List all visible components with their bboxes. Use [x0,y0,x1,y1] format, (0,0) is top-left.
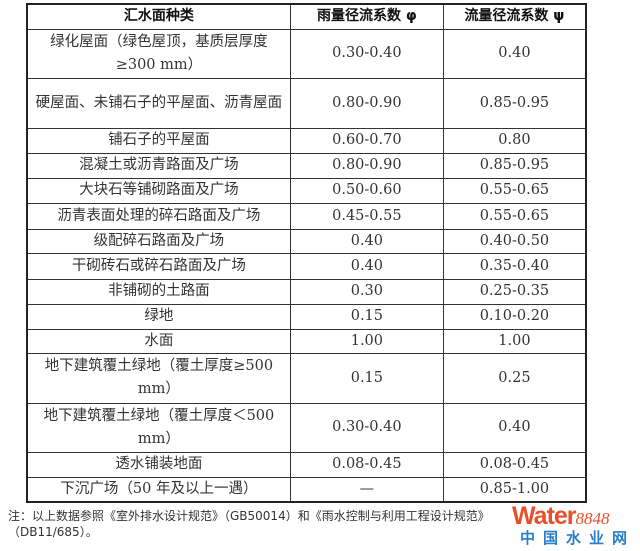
surface-type-cell: 绿地 [26,303,291,330]
table-row: 绿化屋面（绿色屋顶，基质层厚度≥300 mm） 0.30-0.40 0.40 [26,28,587,79]
table-row: 大块石等铺砌路面及广场 0.50-0.60 0.55-0.65 [26,177,587,204]
runoff-coefficient-table: 汇水面种类 雨量径流系数 φ 流量径流系数 ψ 绿化屋面（绿色屋顶，基质层厚度≥… [26,3,587,503]
surface-type-cell: 硬屋面、未铺石子的平屋面、沥青屋面 [26,77,291,129]
rainfall-coefficient-cell: 0.30 [289,278,444,305]
surface-type-cell: 下沉广场（50 年及以上一遇） [26,476,291,503]
surface-type-cell: 级配碎石路面及广场 [26,228,291,254]
rainfall-coefficient-cell: 0.40 [289,252,444,280]
surface-type-cell: 干砌砖石或碎石路面及广场 [26,252,291,280]
surface-type-cell: 沥青表面处理的碎石路面及广场 [26,202,291,230]
flow-coefficient-cell: 0.25 [442,352,587,404]
flow-coefficient-cell: 0.40-0.50 [442,228,587,254]
watermark-number: 8848 [575,509,610,528]
flow-coefficient-cell: 0.10-0.20 [442,303,587,330]
table-row: 地下建筑覆土绿地（覆土厚度≥500 mm） 0.15 0.25 [26,352,587,404]
flow-coefficient-cell: 0.85-0.95 [442,152,587,179]
flow-coefficient-cell: 0.35-0.40 [442,252,587,280]
surface-type-cell: 铺石子的平屋面 [26,127,291,154]
watermark-subtitle: 中国水业网 [520,529,636,547]
surface-type-cell: 地下建筑覆土绿地（覆土厚度≥500 mm） [26,352,291,404]
surface-type-cell: 水面 [26,328,291,354]
flow-coefficient-cell: 0.55-0.65 [442,202,587,230]
table-row: 混凝土或沥青路面及广场 0.80-0.90 0.85-0.95 [26,152,587,179]
header-surface-type: 汇水面种类 [26,3,291,30]
surface-type-cell: 透水铺装地面 [26,451,291,478]
rainfall-coefficient-cell: — [289,476,444,503]
flow-coefficient-cell: 0.80 [442,127,587,154]
table-header-row: 汇水面种类 雨量径流系数 φ 流量径流系数 ψ [26,3,587,30]
table-row: 非铺砌的土路面 0.30 0.25-0.35 [26,278,587,305]
rainfall-coefficient-cell: 0.15 [289,303,444,330]
header-flow-coefficient: 流量径流系数 ψ [442,3,587,30]
flow-coefficient-cell: 1.00 [442,328,587,354]
rainfall-coefficient-cell: 0.40 [289,228,444,254]
rainfall-coefficient-cell: 0.08-0.45 [289,451,444,478]
flow-coefficient-cell: 0.08-0.45 [442,451,587,478]
table-row: 干砌砖石或碎石路面及广场 0.40 0.35-0.40 [26,252,587,280]
rainfall-coefficient-cell: 0.15 [289,352,444,404]
table-body: 绿化屋面（绿色屋顶，基质层厚度≥300 mm） 0.30-0.40 0.40 硬屋面、… [26,28,587,503]
rainfall-coefficient-cell: 0.60-0.70 [289,127,444,154]
flow-coefficient-cell: 0.40 [442,402,587,453]
rainfall-coefficient-cell: 0.45-0.55 [289,202,444,230]
watermark-logo: Water8848 中国水业网 [512,503,637,549]
table-row: 水面 1.00 1.00 [26,328,587,354]
flow-coefficient-cell: 0.25-0.35 [442,278,587,305]
rainfall-coefficient-cell: 0.30-0.40 [289,28,444,79]
table-footnote: 注：以上数据参照《室外排水设计规范》（GB50014）和《雨水控制与利用工程设计… [8,509,490,539]
flow-coefficient-cell: 0.85-1.00 [442,476,587,503]
table-row: 地下建筑覆土绿地（覆土厚度＜500 mm） 0.30-0.40 0.40 [26,402,587,453]
flow-coefficient-cell: 0.40 [442,28,587,79]
rainfall-coefficient-cell: 0.30-0.40 [289,402,444,453]
table-row: 透水铺装地面 0.08-0.45 0.08-0.45 [26,451,587,478]
table-row: 下沉广场（50 年及以上一遇） —0.85-1.00 [26,476,587,503]
table-row: 绿地 0.15 0.10-0.20 [26,303,587,330]
table-row: 沥青表面处理的碎石路面及广场 0.45-0.55 0.55-0.65 [26,202,587,230]
watermark-brand: Water [512,502,577,530]
flow-coefficient-cell: 0.85-0.95 [442,77,587,129]
surface-type-cell: 混凝土或沥青路面及广场 [26,152,291,179]
rainfall-coefficient-cell: 0.50-0.60 [289,177,444,204]
rainfall-coefficient-cell: 0.80-0.90 [289,77,444,129]
header-rainfall-coefficient: 雨量径流系数 φ [289,3,444,30]
table-row: 铺石子的平屋面 0.60-0.70 0.80 [26,127,587,154]
table-row: 级配碎石路面及广场 0.40 0.40-0.50 [26,228,587,254]
surface-type-cell: 大块石等铺砌路面及广场 [26,177,291,204]
rainfall-coefficient-cell: 1.00 [289,328,444,354]
table-row: 硬屋面、未铺石子的平屋面、沥青屋面 0.80-0.90 0.85-0.95 [26,77,587,129]
rainfall-coefficient-cell: 0.80-0.90 [289,152,444,179]
surface-type-cell: 地下建筑覆土绿地（覆土厚度＜500 mm） [26,402,291,453]
surface-type-cell: 绿化屋面（绿色屋顶，基质层厚度≥300 mm） [26,28,291,79]
surface-type-cell: 非铺砌的土路面 [26,278,291,305]
watermark-brand-line: Water8848 [512,503,637,529]
flow-coefficient-cell: 0.55-0.65 [442,177,587,204]
